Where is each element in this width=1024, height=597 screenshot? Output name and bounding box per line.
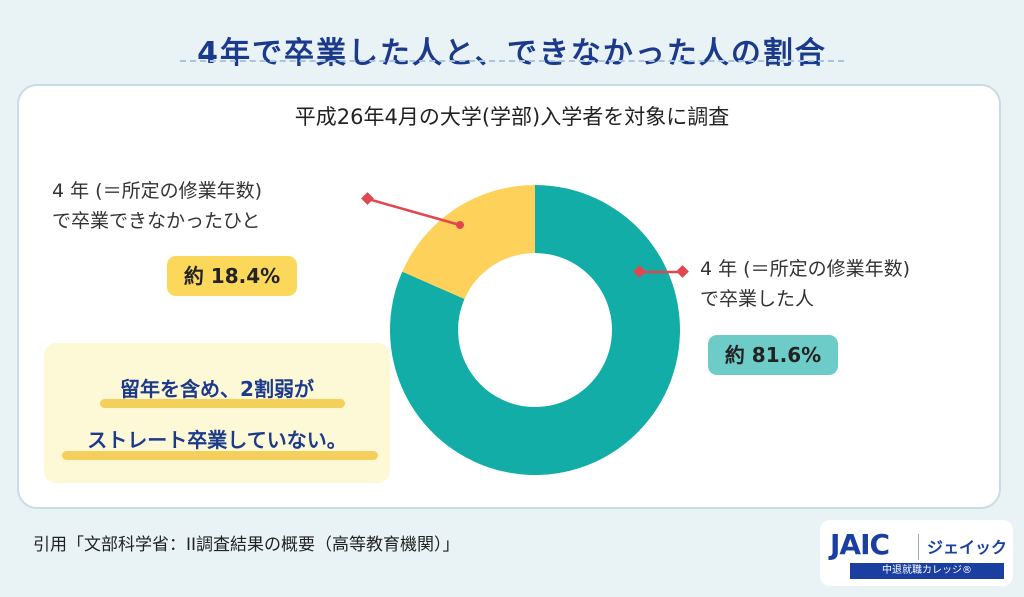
connector-marker: [361, 192, 374, 205]
slice-label-graduated: 4 年 (＝所定の修業年数) で卒業した人: [700, 254, 910, 314]
logo-tagline: 中退就職カレッジ®: [850, 563, 1004, 579]
connector-marker: [676, 265, 689, 278]
slice-label-line: 4 年 (＝所定の修業年数): [700, 258, 910, 280]
jaic-logo: JAIC ジェイック 中退就職カレッジ®: [820, 520, 1013, 586]
summary-note: 留年を含め、2割弱が ストレート卒業していない。: [44, 343, 390, 483]
logo-divider: [918, 534, 919, 560]
donut-slices: [389, 184, 680, 476]
donut-slice-1: [402, 185, 535, 299]
logo-wordmark: JAIC: [830, 528, 890, 561]
page-title: 4年で卒業した人と、できなかった人の割合: [197, 36, 827, 71]
title-divider: [180, 60, 844, 62]
donut-slice-0: [389, 184, 680, 476]
slice-label-line: で卒業した人: [700, 288, 815, 310]
highlight-underline: [62, 451, 378, 460]
slice-label-not-graduated: 4 年 (＝所定の修業年数) で卒業できなかったひと: [52, 176, 262, 236]
slice-label-line: で卒業できなかったひと: [52, 210, 261, 232]
value-badge-graduated: 約 81.6%: [708, 335, 838, 375]
note-line-2: ストレート卒業していない。: [87, 428, 347, 452]
connector-marker: [456, 221, 464, 229]
note-line-1: 留年を含め、2割弱が: [120, 377, 314, 401]
highlight-underline: [100, 399, 345, 408]
value-badge-not-graduated: 約 18.4%: [167, 256, 297, 296]
slice-label-line: 4 年 (＝所定の修業年数): [52, 180, 262, 202]
source-citation: 引用「文部科学省：II調査結果の概要（高等教育機関）」: [33, 535, 460, 555]
logo-kana: ジェイック: [927, 538, 1008, 557]
connector-line-not-graduated: [367, 197, 461, 227]
chart-subtitle: 平成26年4月の大学(学部)入学者を対象に調査: [294, 105, 730, 129]
